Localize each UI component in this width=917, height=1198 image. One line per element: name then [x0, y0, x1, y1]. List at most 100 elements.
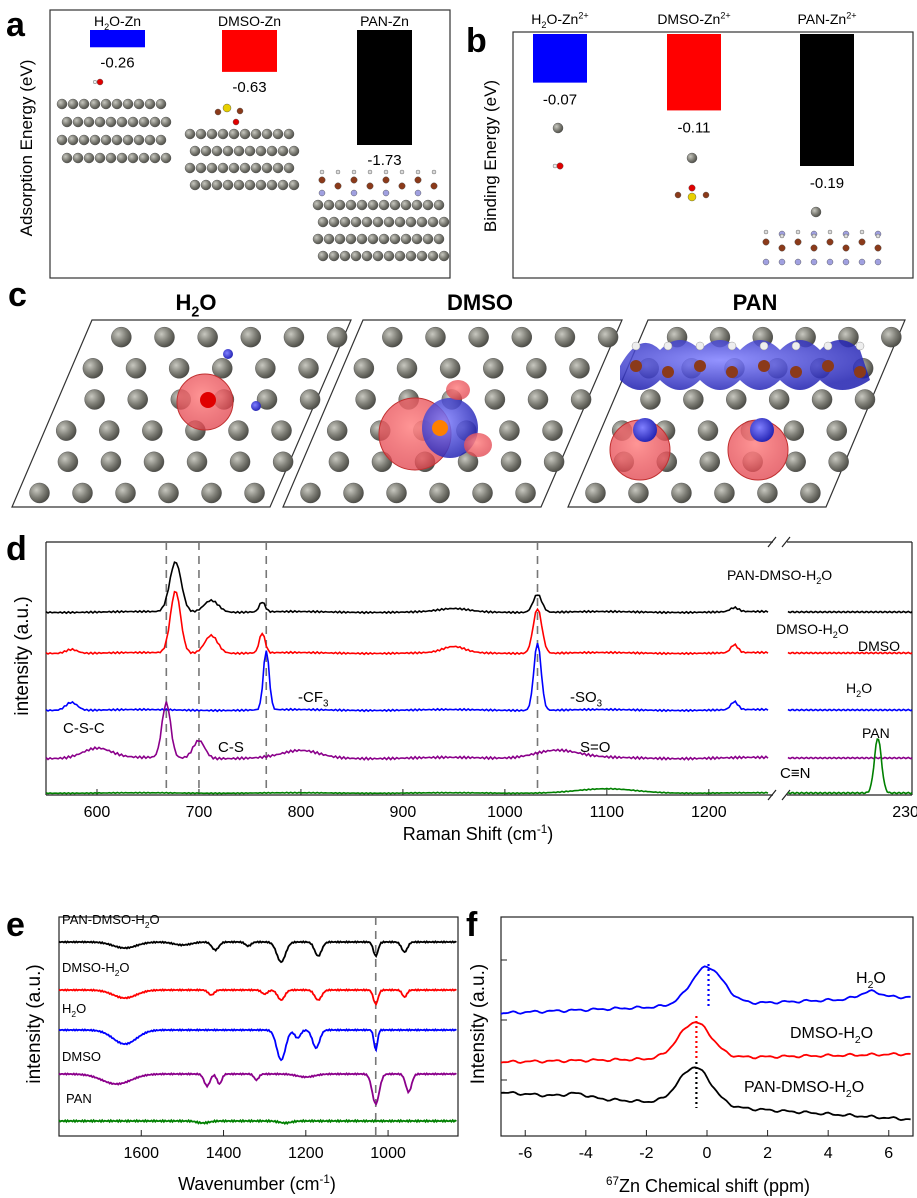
zn-atom — [783, 420, 805, 441]
panel-f-nmr-plot: -6 -4 -2 0 2 4 6 67Zn Chemical shift (ppm) Inten… — [468, 916, 914, 1196]
hydrogen-atom — [351, 169, 357, 175]
zn-atom — [217, 128, 229, 140]
zn-atom — [277, 179, 289, 191]
zn-atom — [699, 451, 720, 473]
x-tick-label: 6 — [884, 1145, 893, 1162]
zn-atom — [527, 389, 549, 410]
oxygen-atom — [556, 162, 564, 170]
carbon-atom — [822, 360, 834, 372]
x-tick-label: 1200 — [691, 804, 727, 821]
nitrogen-atom — [762, 258, 770, 266]
zn-atom — [149, 116, 161, 128]
zn-atom — [272, 128, 284, 140]
hydrogen-atom — [415, 169, 421, 175]
panel-b-frame — [512, 31, 914, 279]
zn-atom — [57, 451, 79, 473]
nitrogen-atom — [318, 189, 326, 197]
zn-atom — [67, 98, 79, 110]
zn-atom — [29, 482, 50, 504]
zn-atom — [714, 482, 735, 504]
zn-atom — [125, 358, 147, 379]
zn-atom — [640, 389, 661, 410]
zn-atom — [61, 116, 73, 128]
zn-atom — [239, 162, 251, 174]
x-tick-label: 2 — [763, 1145, 772, 1162]
hydrogen-atom — [367, 169, 373, 175]
x-tick-label: -2 — [639, 1145, 653, 1162]
x-axis-label: Raman Shift (cm-1) — [403, 823, 553, 844]
series-label-4: DMSO — [62, 1049, 101, 1064]
y-axis-label: intensity (a.u.) — [24, 964, 45, 1083]
zn-atom — [244, 145, 256, 157]
axis-break-top-gap — [773, 538, 787, 546]
x-tick-label: 700 — [186, 804, 213, 821]
hydrogen-atom — [811, 233, 817, 239]
hydrogen-atom — [552, 163, 558, 169]
zn-atom — [160, 116, 172, 128]
hydrogen-atom — [823, 341, 833, 351]
nitrogen-atom — [794, 258, 802, 266]
x-tick-label: 1400 — [206, 1145, 242, 1162]
zn-atom — [526, 358, 547, 379]
zn-atom — [283, 162, 295, 174]
carbon-atom — [630, 360, 642, 372]
hydrogen-atom — [843, 233, 849, 239]
zn-atom — [378, 199, 390, 211]
hydrogen-atom — [695, 341, 705, 351]
nitrogen-atom — [350, 189, 358, 197]
x-tick-label: 800 — [288, 804, 315, 821]
zn-atom — [72, 152, 84, 164]
zn-atom — [250, 162, 262, 174]
zn-atom — [300, 482, 321, 504]
x-tick-label: 900 — [390, 804, 417, 821]
zn-atom — [184, 162, 196, 174]
hydrogen-atom — [399, 169, 405, 175]
zn-atom — [229, 451, 251, 473]
zn-atom — [339, 250, 351, 262]
x-tick-label: 1100 — [590, 804, 625, 821]
spectrum-h2o — [58, 1028, 457, 1062]
zn-atom — [334, 233, 346, 245]
panel-e-label: e — [6, 906, 25, 944]
panel-f-label: f — [466, 906, 478, 944]
zn-atom — [144, 134, 156, 146]
annotation-csc: C-S-C — [63, 720, 105, 737]
panel-a: a Adsorption Energy (eV) H2O-Zn -0.26 DMSO… — [6, 6, 451, 279]
zn-atom — [345, 233, 357, 245]
zn-atom — [201, 482, 222, 504]
spectrum-dmso-h2o — [58, 988, 457, 1007]
zn-atom — [422, 199, 434, 211]
zn-atom — [244, 179, 256, 191]
hydrogen-atom — [827, 229, 833, 235]
oxygen-atom — [232, 118, 240, 126]
zn-atom — [83, 116, 95, 128]
series-label-2: DMSO-H2O — [790, 1025, 873, 1046]
zn-atom — [350, 250, 362, 262]
zn-atom — [158, 482, 179, 504]
series-label-1: H2O — [856, 970, 886, 991]
carbon-atom — [430, 182, 438, 190]
zn-atom — [671, 482, 692, 504]
charge-density-depletion — [422, 398, 478, 458]
carbon-atom — [790, 366, 802, 378]
nitrogen-atom — [810, 258, 818, 266]
charge-density-accumulation — [464, 433, 492, 457]
hydrogen-atom — [431, 169, 437, 175]
zn-atom — [394, 216, 406, 228]
zn-atom — [288, 179, 300, 191]
zn-atom — [367, 199, 379, 211]
zn-atom — [355, 389, 376, 410]
panel-d-raman-plot: 600 700 800 900 1000 1100 1200 2300 Raman Shift … — [12, 536, 917, 844]
zn-atom — [195, 128, 207, 140]
hydrogen-atom — [859, 229, 865, 235]
panel-b-molecules — [552, 122, 882, 266]
zn-atom — [416, 216, 428, 228]
zn-atom — [155, 98, 167, 110]
hydrogen-atom — [855, 341, 865, 351]
zn-atom — [283, 326, 305, 348]
zn-atom — [61, 152, 73, 164]
oxygen-atom — [96, 78, 104, 86]
spectrum-dmso — [58, 1072, 457, 1107]
carbon-atom — [874, 244, 882, 252]
zn-atom — [429, 482, 450, 504]
